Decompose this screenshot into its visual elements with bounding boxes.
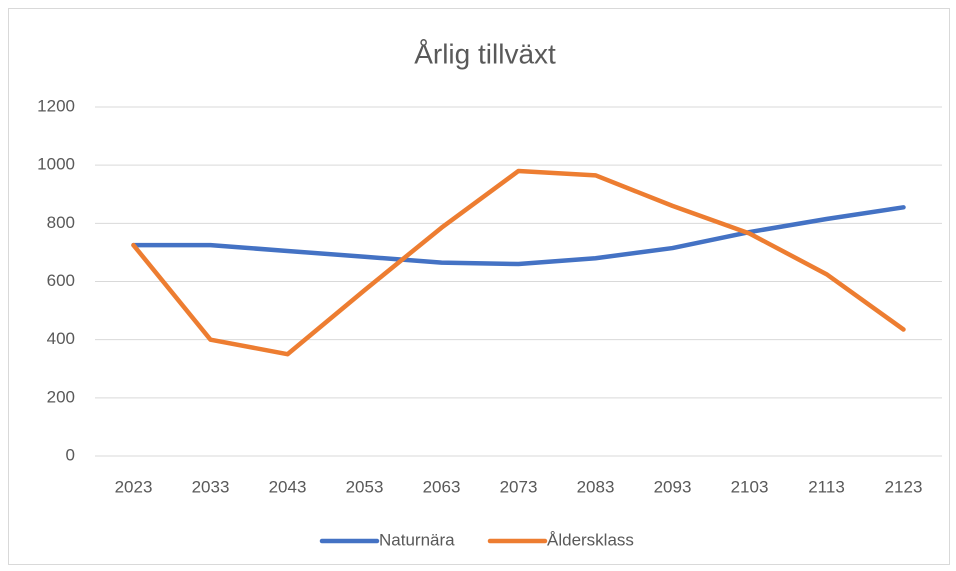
x-tick-label: 2053 (346, 477, 384, 496)
x-tick-label: 2093 (654, 477, 692, 496)
y-tick-label: 800 (47, 213, 75, 232)
legend-label: Naturnära (379, 530, 455, 549)
x-tick-label: 2063 (423, 477, 461, 496)
x-tick-label: 2123 (885, 477, 923, 496)
x-tick-label: 2103 (731, 477, 769, 496)
x-tick-label: 2083 (577, 477, 615, 496)
x-tick-label: 2073 (500, 477, 538, 496)
legend-label: Åldersklass (547, 530, 634, 549)
x-tick-label: 2113 (808, 477, 845, 496)
y-tick-label: 600 (47, 271, 75, 290)
y-tick-label: 1000 (37, 155, 75, 174)
x-tick-label: 2033 (192, 477, 230, 496)
y-tick-label: 1200 (37, 96, 75, 115)
x-tick-label: 2023 (115, 477, 153, 496)
chart-title: Årlig tillväxt (414, 38, 556, 69)
y-tick-label: 200 (47, 387, 75, 406)
y-tick-label: 0 (66, 445, 75, 464)
y-tick-label: 400 (47, 329, 75, 348)
series-line (131, 168, 906, 357)
series-line (131, 205, 906, 267)
x-tick-label: 2043 (269, 477, 307, 496)
